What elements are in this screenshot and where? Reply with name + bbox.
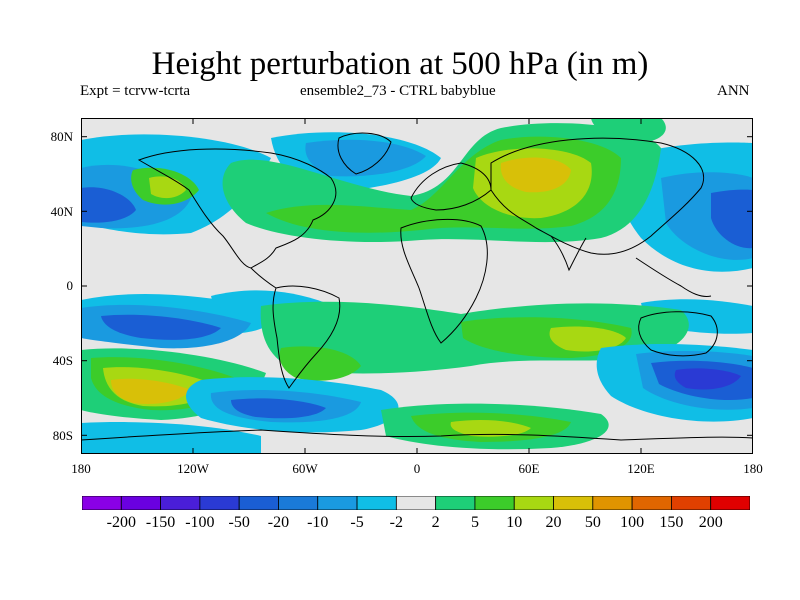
longitude-label-120w: 120W [177, 461, 209, 476]
colorbar-swatch [238, 496, 279, 510]
colorbar-label: -5 [350, 514, 364, 531]
contour-pos-strong-indian [549, 326, 626, 352]
contour-pos-weak-arctic [591, 118, 666, 143]
coastline-australia [638, 311, 718, 357]
colorbar [82, 496, 750, 510]
contour-map [81, 118, 753, 454]
contour-neg-strong-south-pacific [101, 314, 221, 340]
longitude-label-60w: 60W [292, 461, 318, 476]
colorbar-label: 10 [506, 514, 523, 531]
colorbar-label: -10 [307, 514, 329, 531]
colorbar-swatch [120, 496, 161, 510]
coastline-india [550, 235, 587, 272]
coastline-southeast-asia [635, 257, 712, 297]
latitude-label-80n: 80N [50, 129, 73, 144]
map-canvas [81, 118, 753, 454]
coastlines [81, 132, 753, 441]
contour-pos-strong-antarctic-east [450, 420, 531, 437]
colorbar-label: -20 [267, 514, 290, 531]
contour-neg-strong-west [81, 187, 136, 223]
colorbar-label: 200 [698, 514, 723, 531]
colorbar-label: -150 [145, 514, 176, 531]
colorbar-swatch [710, 496, 750, 510]
colorbar-swatch [356, 496, 397, 510]
colorbar-swatch [278, 496, 319, 510]
colorbar-swatch [435, 496, 476, 510]
colorbar-swatch [317, 496, 358, 510]
longitude-label-60e: 60E [518, 461, 540, 476]
coastline-central-america [250, 267, 277, 289]
map-ticks [81, 118, 753, 454]
latitude-label-40n: 40N [50, 204, 73, 219]
colorbar-label: 5 [470, 514, 479, 531]
colorbar-swatch [160, 496, 201, 510]
latitude-label-40s: 40S [52, 353, 73, 368]
experiment-label: Expt = tcrvw-tcrta [80, 83, 191, 99]
longitude-label-0: 0 [413, 461, 421, 476]
latitude-label-0: 0 [66, 278, 74, 293]
colorbar-swatch [395, 496, 437, 510]
contour-fields [81, 118, 753, 454]
coastline-greenland [337, 132, 392, 175]
contour-neg-strong-east [711, 189, 753, 249]
contour-pos-mid-south-atlantic [279, 346, 361, 381]
contour-neg-mid-canada [305, 139, 426, 177]
season-label: ANN [717, 83, 750, 99]
colorbar-label: 100 [620, 514, 645, 531]
longitude-label-180-east: 180 [743, 461, 763, 476]
colorbar-swatch [474, 496, 515, 510]
colorbar-label: 2 [431, 514, 440, 531]
colorbar-swatches [82, 496, 750, 510]
colorbar-swatch [631, 496, 672, 510]
colorbar-swatch [513, 496, 554, 510]
contour-pos-peak-south-pacific [111, 378, 191, 404]
colorbar-swatch [82, 496, 122, 510]
colorbar-label: -2 [389, 514, 403, 531]
coastline-north-america [137, 148, 337, 269]
colorbar-swatch [592, 496, 633, 510]
contour-neg-strong-antarctic [231, 398, 326, 419]
contour-neg-weak-antarctic-south-pacific [81, 422, 261, 454]
coastline-africa [400, 219, 488, 344]
plot-title: Height perturbation at 500 hPa (in m) [151, 46, 649, 82]
colorbar-label: 20 [545, 514, 562, 531]
longitude-label-120e: 120E [627, 461, 655, 476]
colorbar-swatch [671, 496, 712, 510]
contour-pos-peak-siberia [500, 157, 571, 193]
colorbar-label: 150 [659, 514, 684, 531]
colorbar-swatch [199, 496, 240, 510]
coastline-asia [490, 137, 704, 255]
colorbar-swatch [553, 496, 594, 510]
coastline-south-america [272, 285, 341, 389]
contour-neg-deep-southern-ocean-east [674, 368, 741, 390]
colorbar-label: -100 [185, 514, 215, 531]
colorbar-label: 50 [584, 514, 601, 531]
coastline-antarctica [81, 429, 753, 441]
colorbar-label: -200 [106, 514, 136, 531]
colorbar-label: -50 [228, 514, 250, 531]
longitude-label-180-west: 180 [71, 461, 91, 476]
ensemble-label: ensemble2_73 - CTRL babyblue [300, 83, 496, 99]
latitude-label-80s: 80S [52, 428, 73, 443]
